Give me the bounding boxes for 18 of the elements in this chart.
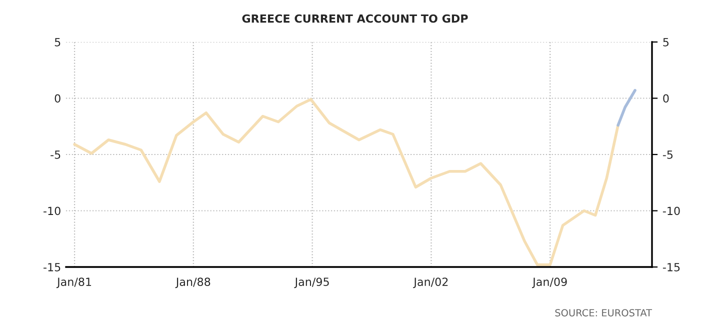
y2-tick-label: 0 [663,94,669,103]
x-tick-label: Jan/09 [532,278,567,288]
y2-tick-label: 5 [663,38,669,46]
y-tick-label: -15 [44,263,60,272]
source-note: SOURCE: EUROSTAT [555,309,652,316]
x-tick-label: Jan/95 [294,278,329,288]
y2-tick-label: -15 [662,263,680,272]
x-tick-label: Jan/81 [56,278,92,288]
y-tick-label: -5 [50,150,60,159]
x-tick-label: Jan/02 [413,278,448,288]
x-tick-label: Jan/88 [175,278,210,288]
y-tick-label: -10 [44,206,60,216]
y2-tick-label: -10 [662,206,680,216]
y-tick-label: 0 [54,94,60,103]
line-series [73,98,620,266]
y2-tick-label: -5 [662,150,673,159]
chart-title: GREECE CURRENT ACCOUNT TO GDP [242,14,468,23]
y-tick-label: 5 [54,38,60,46]
